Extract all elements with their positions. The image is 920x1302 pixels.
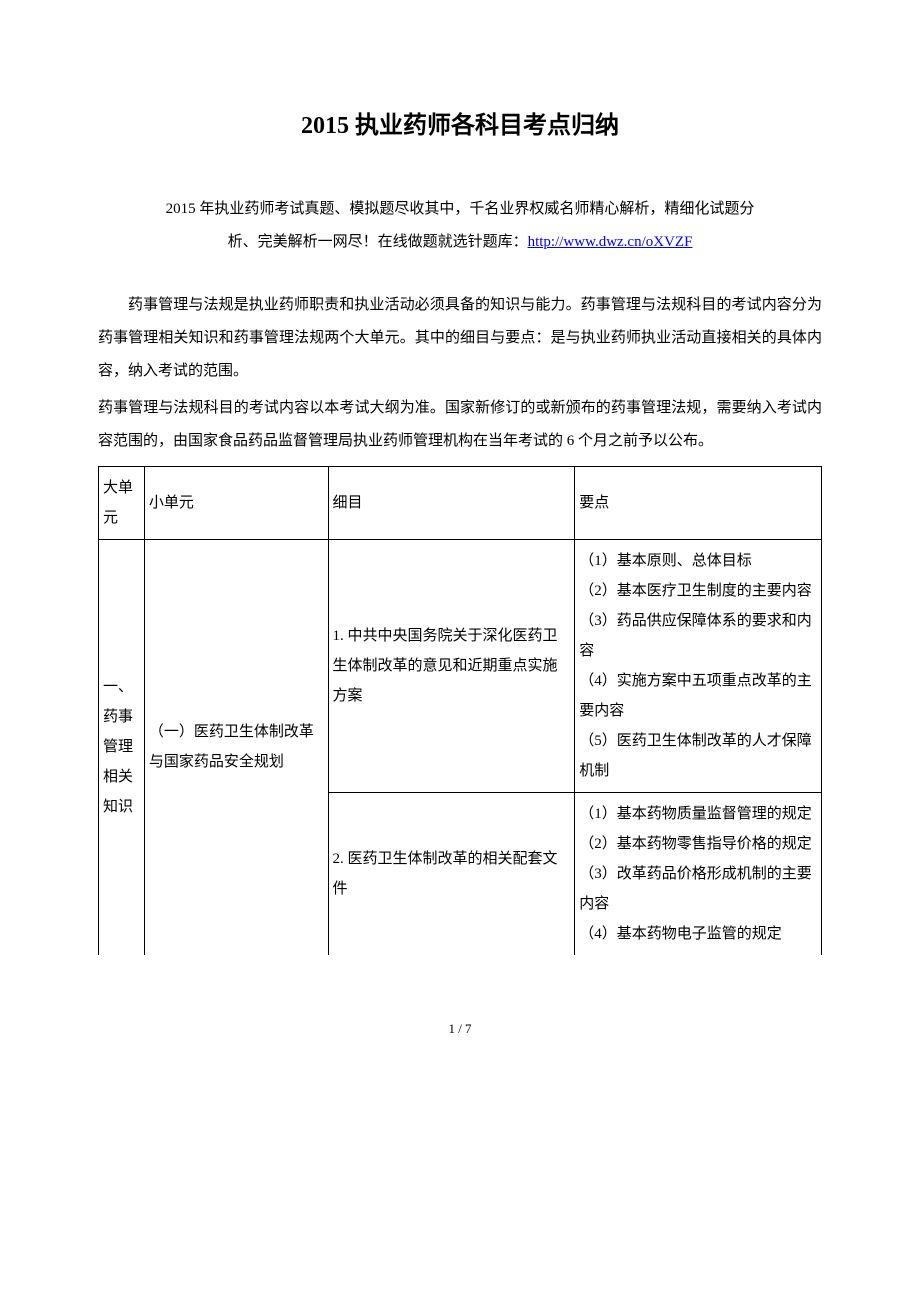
intro-link[interactable]: http://www.dwz.cn/oXVZF [528,234,693,250]
table-header-row: 大单元 小单元 细目 要点 [99,466,822,539]
paragraph-1: 药事管理与法规是执业药师职责和执业活动必须具备的知识与能力。药事管理与法规科目的… [98,289,822,388]
intro-block: 2015 年执业药师考试真题、模拟题尽收其中，千名业界权威名师精心解析，精细化试… [98,193,822,259]
exam-outline-table: 大单元 小单元 细目 要点 一、药事管理相关知识 （一）医药卫生体制改革与国家药… [98,466,822,955]
header-col-3: 细目 [328,466,575,539]
page-title: 2015 执业药师各科目考点归纳 [98,100,822,153]
header-col-1: 大单元 [99,466,145,539]
intro-line-1: 2015 年执业药师考试真题、模拟题尽收其中，千名业界权威名师精心解析，精细化试… [166,201,755,217]
detail-2-cell: 2. 医药卫生体制改革的相关配套文件 [328,792,575,955]
header-col-4: 要点 [575,466,822,539]
detail-1-cell: 1. 中共中央国务院关于深化医药卫生体制改革的意见和近期重点实施方案 [328,539,575,792]
intro-line-2-prefix: 析、完美解析一网尽！在线做题就选针题库： [228,234,528,250]
big-unit-cell: 一、药事管理相关知识 [99,539,145,955]
paragraph-2: 药事管理与法规科目的考试内容以本考试大纲为准。国家新修订的或新颁布的药事管理法规… [98,392,822,458]
small-unit-cell: （一）医药卫生体制改革与国家药品安全规划 [144,539,328,955]
table-row: 一、药事管理相关知识 （一）医药卫生体制改革与国家药品安全规划 1. 中共中央国… [99,539,822,792]
header-col-2: 小单元 [144,466,328,539]
page-number: 1 / 7 [98,1015,822,1044]
points-2-cell: （1）基本药物质量监督管理的规定 （2）基本药物零售指导价格的规定 （3）改革药… [575,792,822,955]
points-1-cell: （1）基本原则、总体目标 （2）基本医疗卫生制度的主要内容 （3）药品供应保障体… [575,539,822,792]
